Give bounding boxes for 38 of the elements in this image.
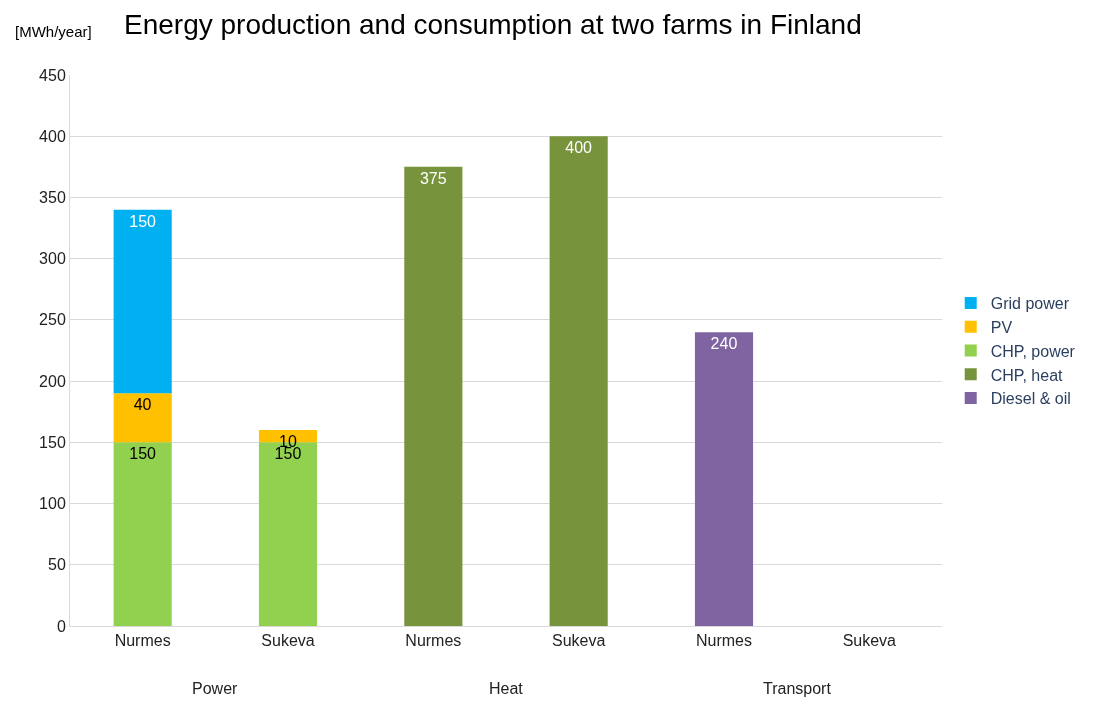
data-label: 150 xyxy=(129,212,157,230)
x-tick-label: Sukeva xyxy=(842,632,897,650)
legend-label: CHP, power xyxy=(990,342,1076,360)
x-tick-label: Nurmes xyxy=(114,632,171,650)
x-tick-label: Nurmes xyxy=(695,632,753,650)
x-tick-label: Sukeva xyxy=(551,632,606,650)
legend-label: PV xyxy=(990,318,1013,336)
data-label: 150 xyxy=(129,445,157,463)
bar xyxy=(694,332,754,626)
text: Power xyxy=(192,680,239,697)
y-tick-label: 0 xyxy=(56,617,66,635)
y-axis-title: [MWh/year] xyxy=(15,23,92,40)
text: Heat xyxy=(489,680,524,697)
y-tick-label: 400 xyxy=(39,127,66,145)
y-tick-label: 150 xyxy=(39,433,66,451)
bar xyxy=(113,442,172,626)
data-label: 400 xyxy=(565,139,593,157)
y-tick-label: 350 xyxy=(39,189,66,207)
y-tick-label: 200 xyxy=(39,372,66,390)
y-tick-label: 250 xyxy=(39,311,66,329)
legend-label: Grid power xyxy=(990,295,1070,313)
legend-label: CHP, heat xyxy=(990,366,1064,384)
y-tick-label: 300 xyxy=(39,250,66,268)
x-tick-label: Sukeva xyxy=(261,632,315,650)
bar xyxy=(549,136,608,626)
x-tick-label: Nurmes xyxy=(405,632,462,650)
bar xyxy=(404,166,463,626)
y-tick-label: 100 xyxy=(39,495,66,513)
bar xyxy=(113,209,172,394)
chart-title: Energy production and consumption at two farms in Finland xyxy=(124,9,862,40)
y-tick-label: 50 xyxy=(48,556,66,574)
data-label: 40 xyxy=(133,396,152,414)
y-tick-label: 450 xyxy=(39,66,66,84)
data-label: 375 xyxy=(419,169,447,187)
legend-label: Diesel & oil xyxy=(990,390,1071,408)
bar xyxy=(113,393,172,443)
text: Transport xyxy=(763,680,832,697)
data-label: 240 xyxy=(710,335,738,353)
